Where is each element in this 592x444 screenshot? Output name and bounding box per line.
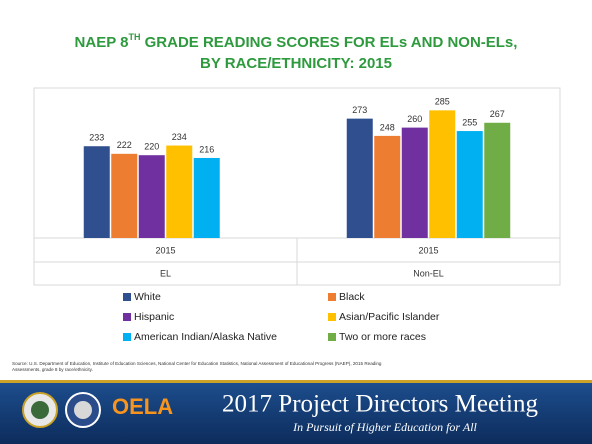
- legend-swatch: [123, 293, 131, 301]
- data-label: 248: [380, 122, 395, 132]
- legend-swatch: [328, 333, 336, 341]
- data-label: 216: [199, 144, 214, 154]
- chart-title-line2: BY RACE/ETHNICITY: 2015: [200, 55, 392, 72]
- data-label: 285: [435, 97, 450, 107]
- legend-swatch: [328, 293, 336, 301]
- title-part: GRADE READING SCORES FOR ELs AND NON-ELs…: [140, 34, 517, 51]
- bar: [401, 127, 428, 238]
- bar: [456, 131, 483, 238]
- legend-swatch: [123, 313, 131, 321]
- legend-label: Asian/Pacific Islander: [339, 311, 440, 323]
- legend-label: Hispanic: [134, 311, 174, 323]
- data-label: 267: [490, 109, 505, 119]
- source: Source: U.S. Department of Education, In…: [12, 361, 382, 366]
- legend-label: Two or more races: [339, 331, 426, 343]
- banner-title: 2017 Project Directors Meeting: [222, 391, 538, 418]
- banner-stripe: [0, 380, 592, 383]
- bar: [111, 153, 138, 238]
- x-period-label: 2015: [155, 245, 175, 255]
- seal-logo-center: [74, 401, 92, 419]
- bar: [374, 135, 401, 238]
- data-label: 233: [89, 133, 104, 143]
- data-label: 222: [117, 140, 132, 150]
- bar: [138, 155, 165, 238]
- x-tick-label: EL: [160, 268, 171, 278]
- data-label: 255: [462, 117, 477, 127]
- x-tick-label: Non-EL: [413, 268, 444, 278]
- legend-swatch: [328, 313, 336, 321]
- seal-logo-center: [31, 401, 49, 419]
- data-label: 220: [144, 142, 159, 152]
- legend-label: Black: [339, 291, 365, 303]
- title-part: NAEP 8: [75, 34, 129, 51]
- bar: [193, 157, 220, 238]
- chart-title: NAEP 8TH GRADE READING SCORES FOR ELs AN…: [75, 32, 518, 51]
- bar: [83, 146, 110, 238]
- legend-label: White: [134, 291, 161, 303]
- source: Assessments, grade 8 by race/ethnicity.: [12, 367, 93, 372]
- data-label: 234: [172, 132, 187, 142]
- banner-subtitle: In Pursuit of Higher Education for All: [292, 420, 477, 434]
- x-period-label: 2015: [418, 245, 438, 255]
- data-label: 260: [407, 114, 422, 124]
- title-superscript: TH: [128, 32, 140, 42]
- bar: [429, 110, 456, 238]
- data-label: 273: [352, 105, 367, 115]
- legend-swatch: [123, 333, 131, 341]
- bar: [484, 122, 511, 238]
- bar: [346, 118, 373, 238]
- bar: [166, 145, 193, 238]
- oela-logo: OELA: [112, 394, 173, 419]
- legend-label: American Indian/Alaska Native: [134, 331, 277, 343]
